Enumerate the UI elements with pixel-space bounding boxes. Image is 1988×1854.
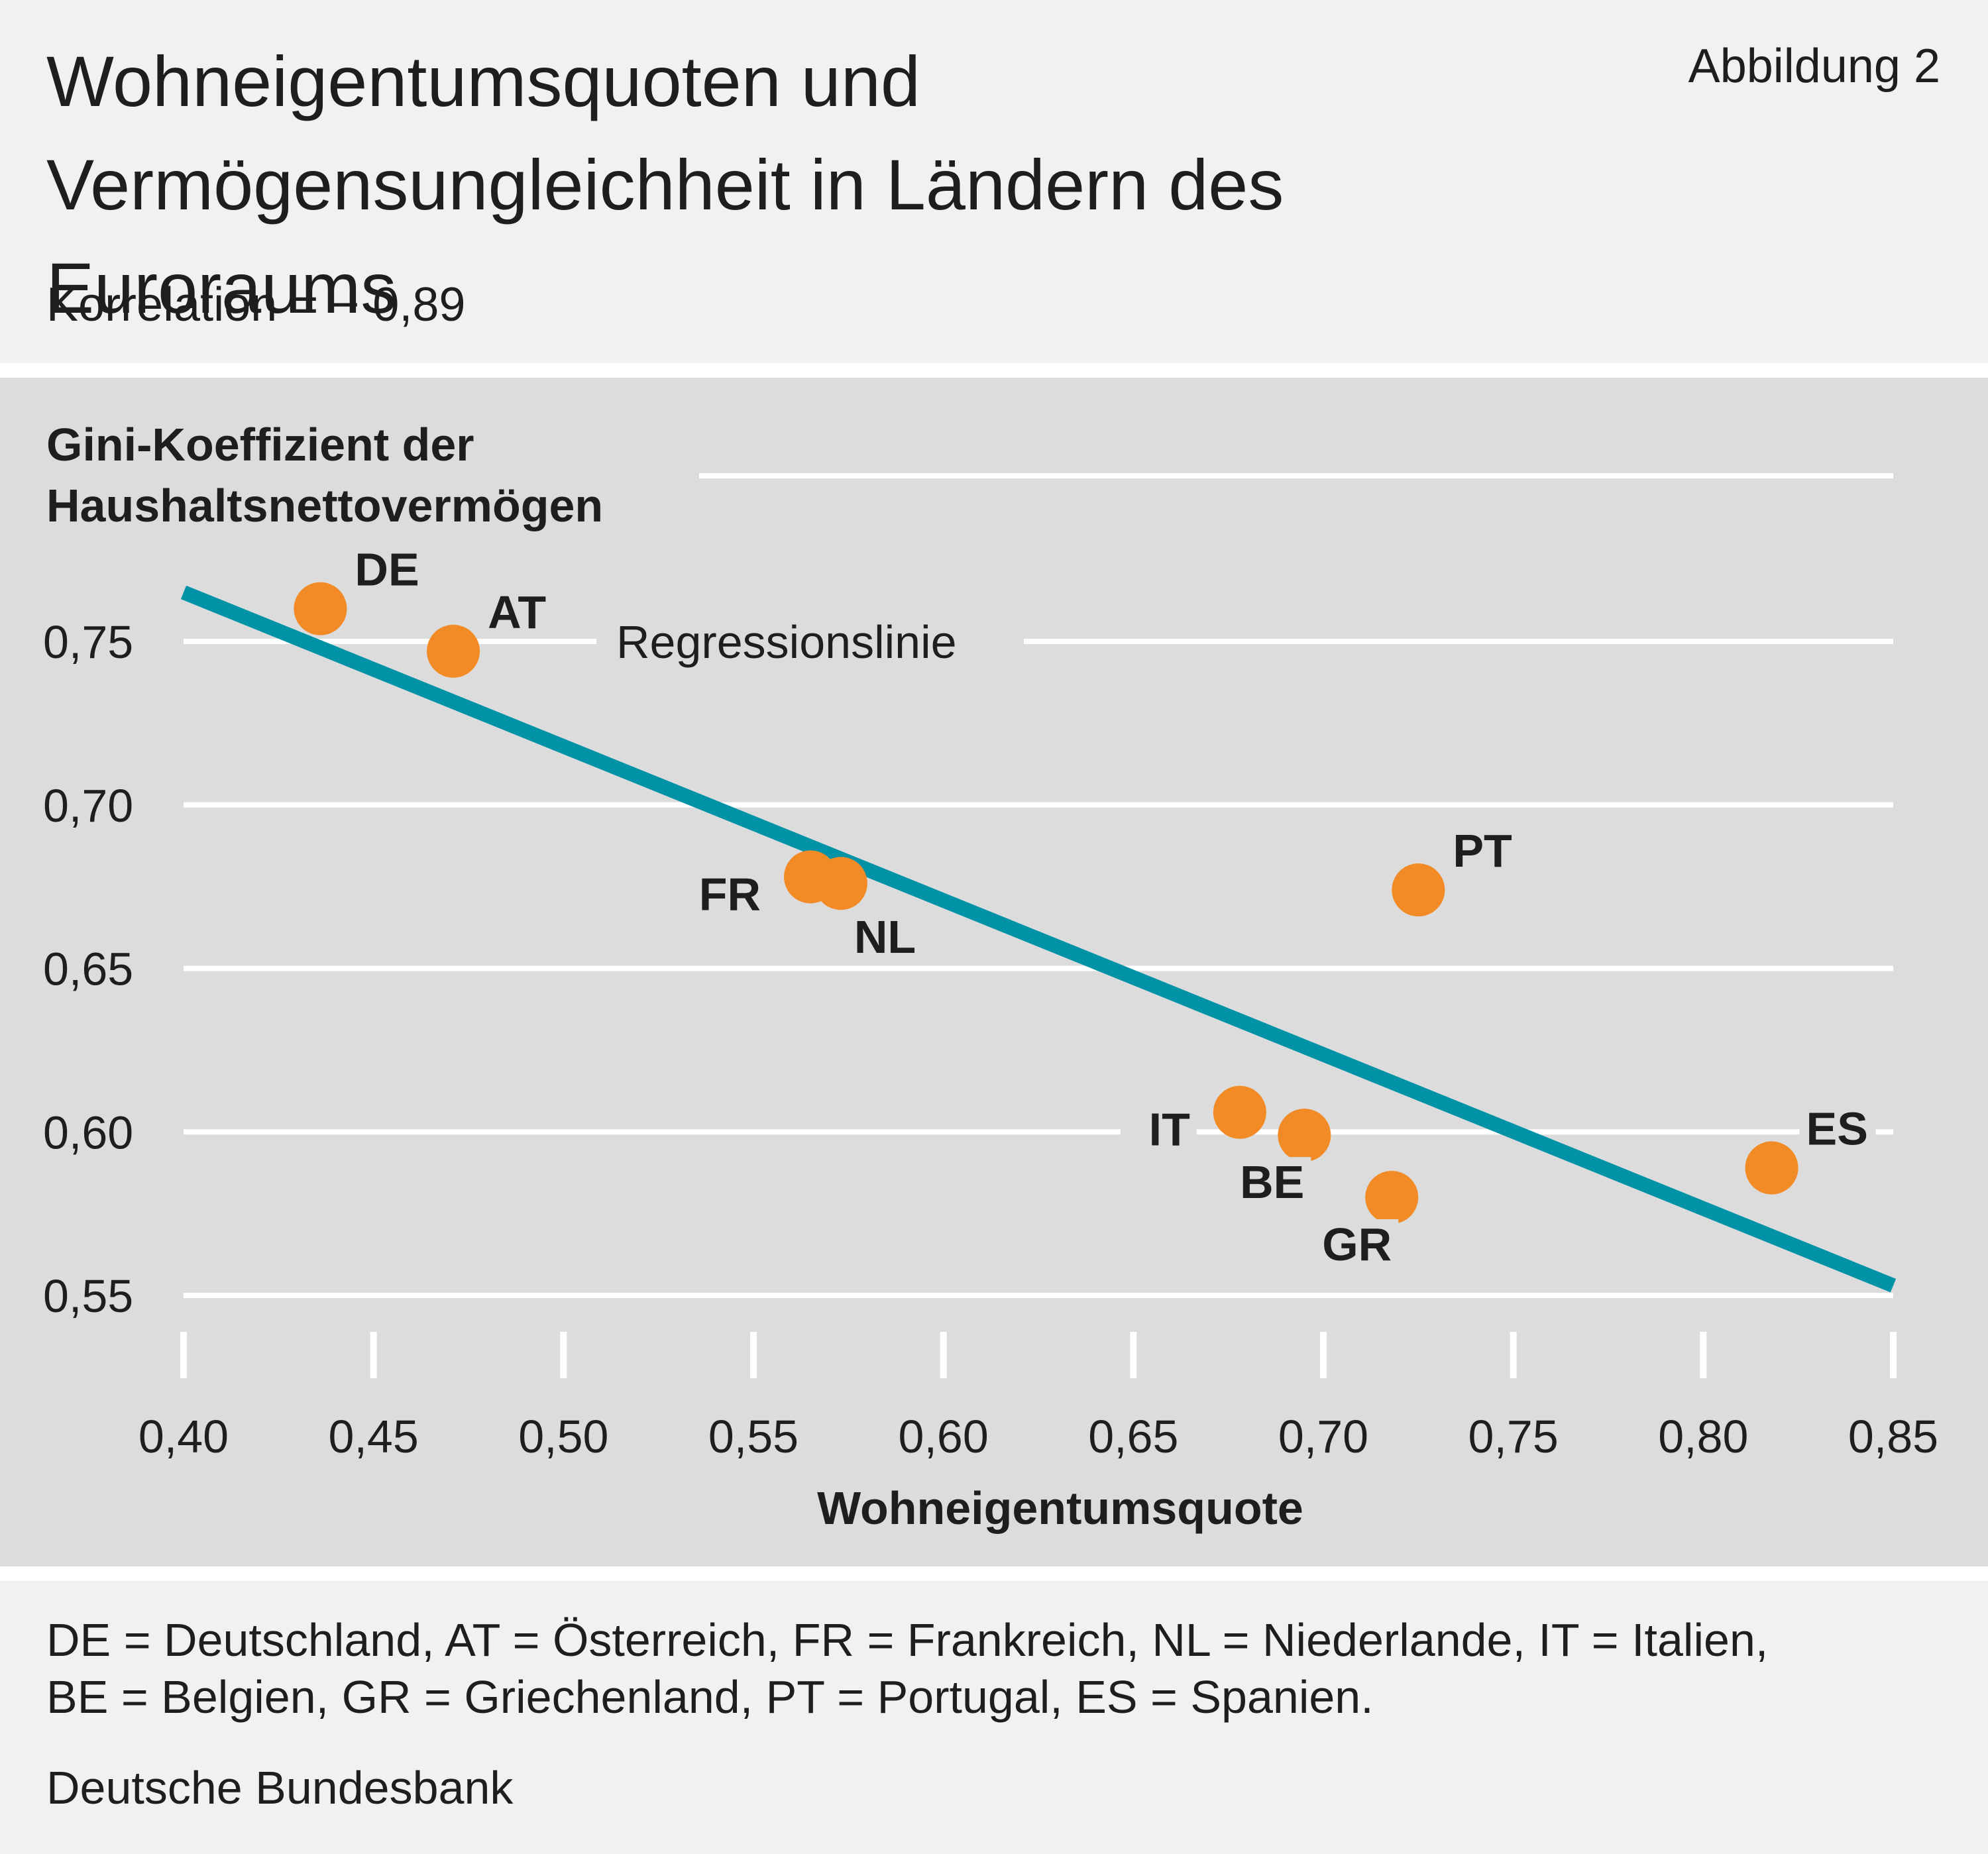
y-axis-label-line-1: Gini-Koeffizient der xyxy=(46,419,474,470)
chart-header: Wohneigentumsquoten und Vermögensungleic… xyxy=(0,0,1988,361)
y-axis-label: Gini-Koeffizient der Haushaltsnettovermö… xyxy=(46,414,603,536)
y-tick-label: 0,55 xyxy=(43,1270,133,1322)
y-tick-labels: 0,55 0,60 0,65 0,70 0,75 xyxy=(43,616,133,1322)
data-point-es xyxy=(1745,1141,1798,1195)
regression-label-bg xyxy=(596,608,1024,675)
data-point-at xyxy=(427,624,480,678)
point-label-be: BE xyxy=(1240,1156,1304,1208)
y-tick-label: 0,75 xyxy=(43,616,133,668)
point-label-bg xyxy=(1322,1219,1399,1271)
figure-number: Abbildung 2 xyxy=(1688,40,1940,93)
chart-title-line-2: Vermögensungleichheit in Ländern des Eur… xyxy=(46,144,1284,328)
y-tick-label: 0,70 xyxy=(43,780,133,832)
point-label-pt: PT xyxy=(1453,825,1512,877)
data-points xyxy=(294,582,1798,1224)
point-label-bg xyxy=(691,869,767,921)
correlation-note: Korrelation = − 0,89 xyxy=(46,278,466,331)
data-point-it xyxy=(1213,1085,1266,1139)
data-point-nl xyxy=(814,857,867,910)
x-tick-label: 0,40 xyxy=(138,1411,229,1462)
footer-divider xyxy=(0,1566,1988,1581)
point-label-bg xyxy=(481,586,558,639)
regression-label: Regressionslinie xyxy=(616,616,957,668)
y-tick-label: 0,60 xyxy=(43,1107,133,1158)
x-tick-label: 0,60 xyxy=(899,1411,989,1462)
point-label-at: AT xyxy=(488,586,546,638)
source-note: Deutsche Bundesbank xyxy=(46,1762,514,1814)
data-point-pt xyxy=(1392,863,1445,917)
plot-area xyxy=(0,378,1988,1566)
regression-line xyxy=(180,585,1897,1293)
country-legend: DE = Deutschland, AT = Österreich, FR = … xyxy=(46,1611,1955,1725)
y-tick-label: 0,65 xyxy=(43,944,133,995)
data-point-gr xyxy=(1365,1170,1419,1224)
country-legend-line-2: BE = Belgien, GR = Griechenland, PT = Po… xyxy=(46,1671,1374,1723)
chart-title: Wohneigentumsquoten und Vermögensungleic… xyxy=(46,30,1637,340)
point-label-es: ES xyxy=(1806,1103,1868,1155)
point-label-de: DE xyxy=(355,544,419,596)
point-label-nl: NL xyxy=(854,911,916,963)
point-labels: DE AT FR NL PT IT BE GR ES xyxy=(348,544,1876,1271)
point-label-bg xyxy=(1446,826,1523,878)
x-ticks: 0,40 0,45 0,50 0,55 0,60 0,65 0,70 0,75 0,80 0,85 xyxy=(138,1332,1938,1462)
x-tick-label: 0,70 xyxy=(1278,1411,1368,1462)
x-tick-label: 0,75 xyxy=(1468,1411,1559,1462)
grid-layer xyxy=(184,473,1893,1298)
point-label-gr: GR xyxy=(1322,1219,1392,1270)
x-tick-label: 0,45 xyxy=(329,1411,419,1462)
country-legend-line-1: DE = Deutschland, AT = Österreich, FR = … xyxy=(46,1614,1769,1666)
header-divider xyxy=(0,363,1988,378)
data-point-de xyxy=(294,582,347,635)
y-axis-label-line-2: Haushaltsnettovermögen xyxy=(46,480,604,531)
point-label-bg xyxy=(847,912,924,964)
point-label-bg xyxy=(1799,1103,1876,1156)
point-label-fr: FR xyxy=(699,868,761,920)
chart-title-line-1: Wohneigentumsquoten und xyxy=(46,41,920,121)
point-label-bg xyxy=(1120,1104,1197,1156)
data-point-be xyxy=(1278,1109,1331,1162)
x-tick-label: 0,65 xyxy=(1088,1411,1178,1462)
point-label-bg xyxy=(348,544,425,596)
x-tick-label: 0,85 xyxy=(1848,1411,1938,1462)
x-tick-label: 0,50 xyxy=(518,1411,608,1462)
x-axis-label: Wohneigentumsquote xyxy=(817,1482,1303,1534)
point-label-it: IT xyxy=(1149,1104,1190,1156)
x-tick-label: 0,55 xyxy=(708,1411,799,1462)
regression-layer: Regressionslinie xyxy=(180,585,1897,1293)
point-label-bg xyxy=(1235,1157,1311,1209)
x-tick-label: 0,80 xyxy=(1658,1411,1748,1462)
